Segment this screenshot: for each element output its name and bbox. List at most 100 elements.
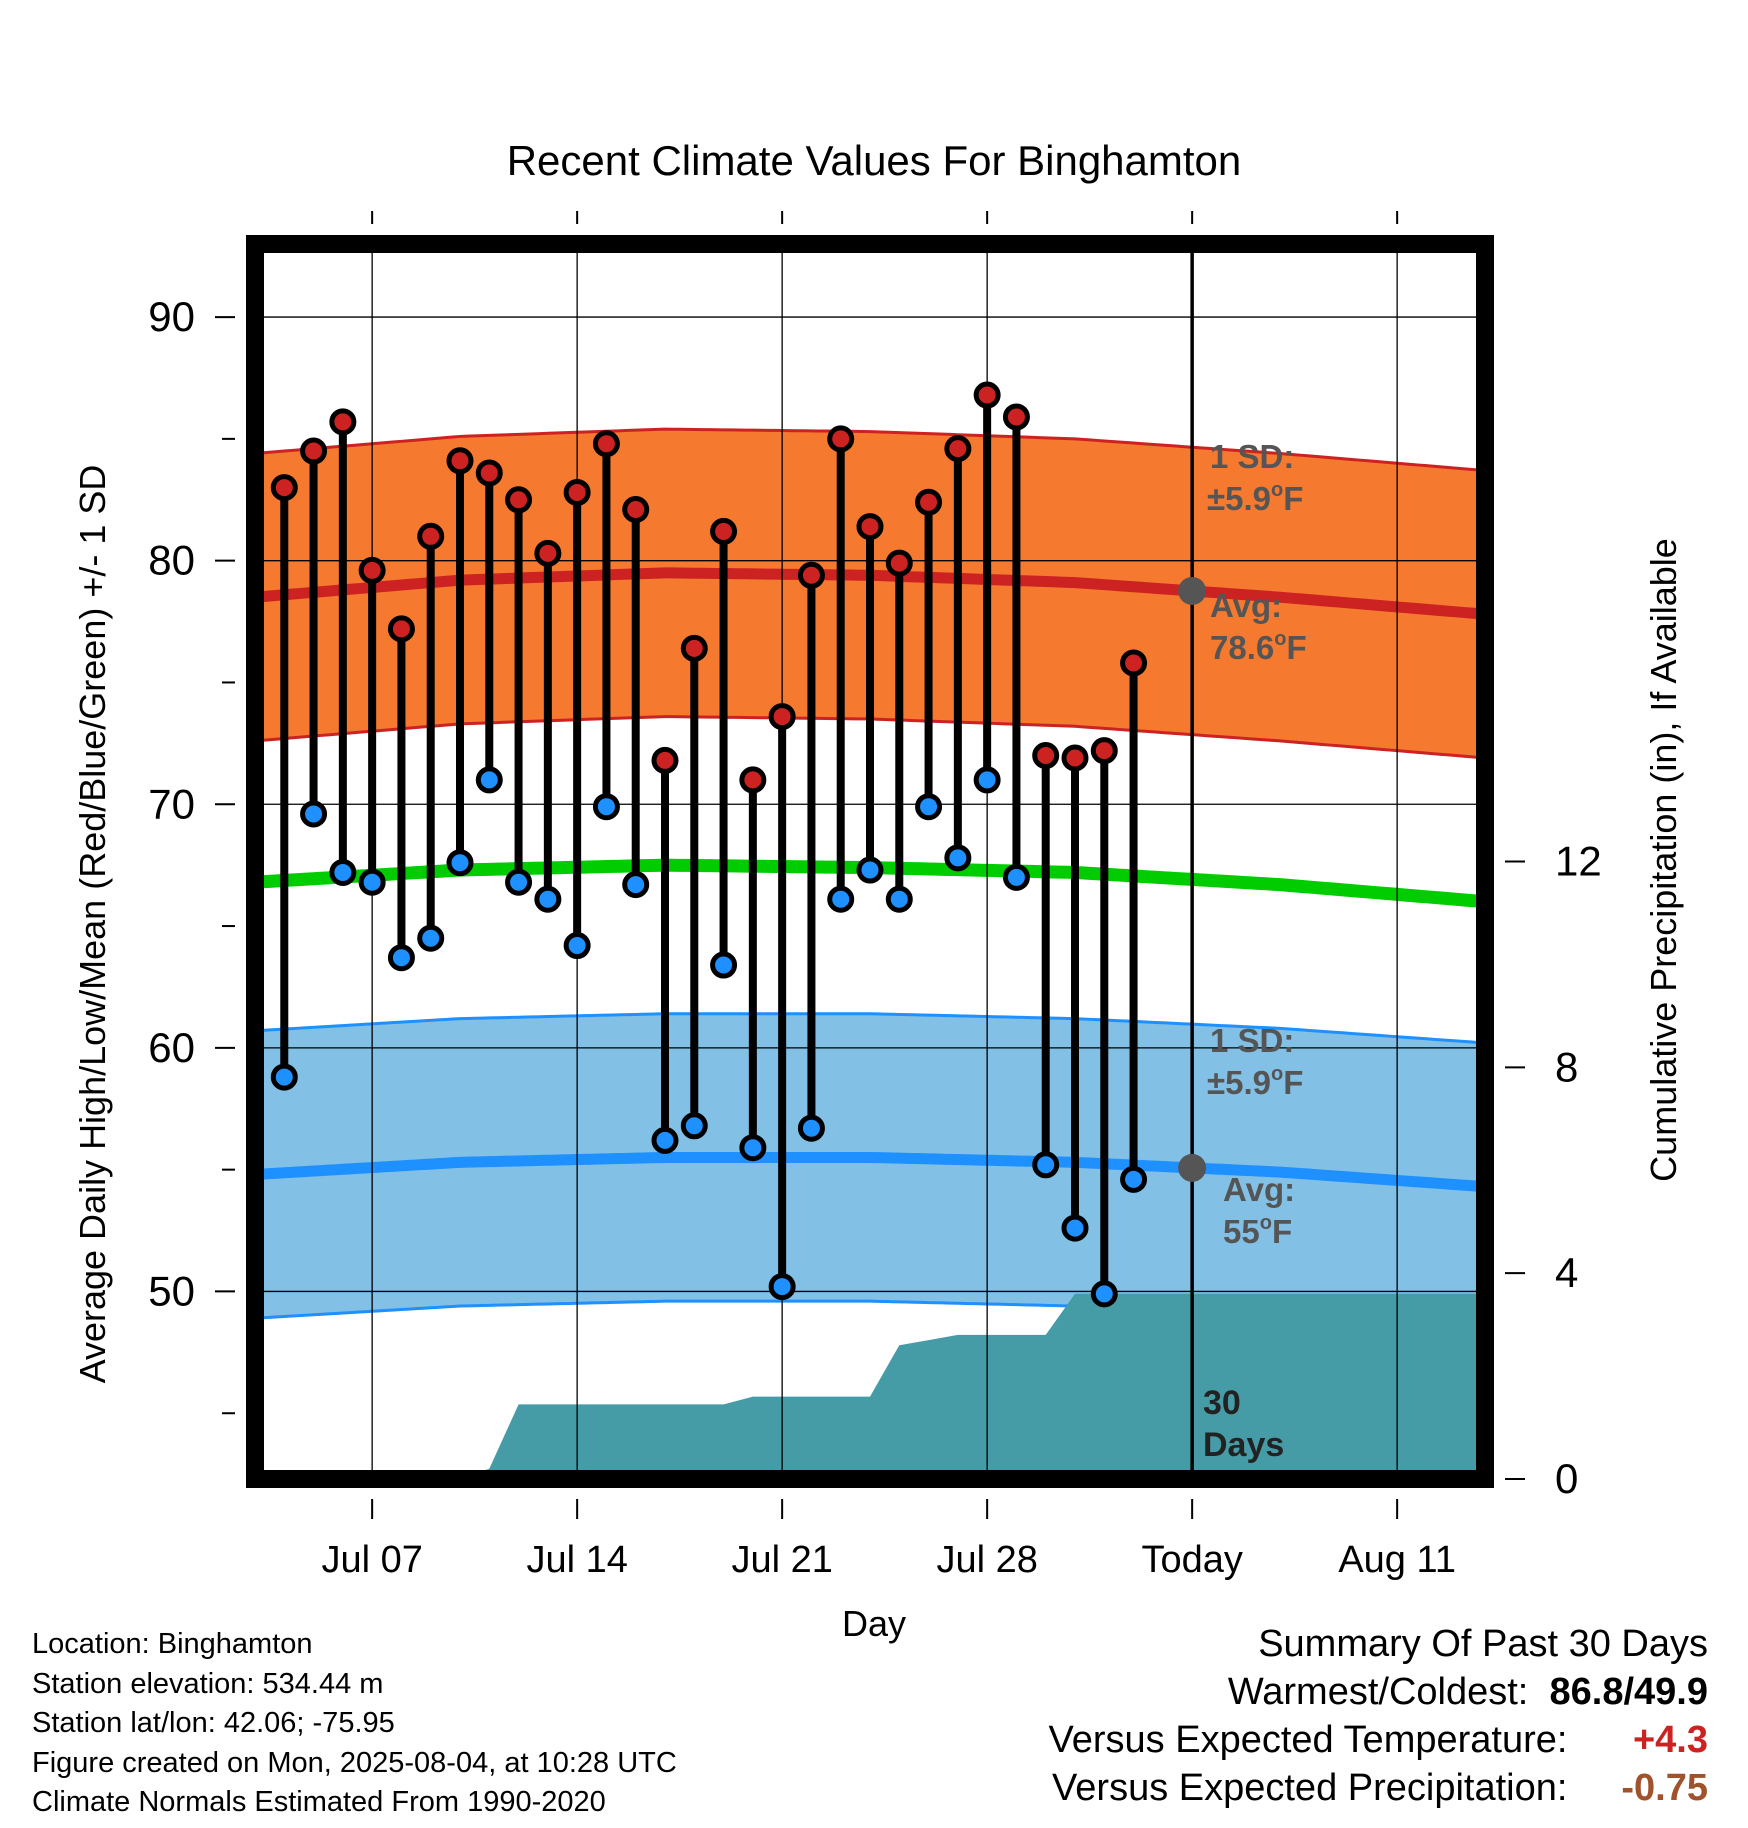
- low-point: [270, 1063, 298, 1091]
- y-tick-label: 70: [148, 780, 195, 827]
- high-point: [1120, 649, 1148, 677]
- station-info: Location: Binghamton Station elevation: …: [32, 1625, 677, 1823]
- high-point: [651, 746, 679, 774]
- warm-cold-separator: /: [1623, 1671, 1635, 1713]
- plot-frame: [246, 235, 1494, 1488]
- high-point: [739, 766, 767, 794]
- y2-tick-label: 12: [1555, 838, 1602, 885]
- y-axis-label: Average Daily High/Low/Mean (Red/Blue/Gr…: [72, 465, 113, 1384]
- avg-low-line: [254, 1151, 1486, 1193]
- warm-cold-label: Warmest/Coldest:: [1227, 1671, 1529, 1713]
- x-tick-label: Aug 11: [1338, 1539, 1456, 1581]
- precip-departure-value: -0.75: [1621, 1767, 1708, 1809]
- low-point: [1090, 1280, 1118, 1308]
- high-point: [797, 561, 825, 589]
- high-point: [856, 513, 884, 541]
- summary-title: Summary Of Past 30 Days: [1258, 1623, 1708, 1665]
- low-point: [505, 868, 533, 896]
- summary-temp: Versus Expected Temperature: +4.3: [1049, 1716, 1708, 1764]
- low-point: [1002, 863, 1030, 891]
- period-label-line1: 30: [1203, 1384, 1241, 1422]
- precip-label: Versus Expected Precipitation:: [1052, 1767, 1568, 1809]
- x-tick-label: Jul 14: [526, 1539, 627, 1581]
- high-point: [1032, 742, 1060, 770]
- low-point: [563, 932, 591, 960]
- precipitation-area: [255, 1293, 1485, 1479]
- high-point: [505, 486, 533, 514]
- y-tick-label: 50: [148, 1267, 195, 1314]
- coldest-value: 49.9: [1634, 1671, 1708, 1713]
- low-point: [915, 793, 943, 821]
- temp-departure-value: +4.3: [1632, 1719, 1708, 1761]
- summary-panel: Summary Of Past 30 Days Warmest/Coldest:…: [1049, 1620, 1708, 1812]
- high-point: [300, 437, 328, 465]
- high-point: [563, 478, 591, 506]
- low-sd-band-upper: [254, 1012, 1486, 1045]
- high-point: [710, 517, 738, 545]
- high-point: [885, 549, 913, 577]
- annotations: 1 SD: ±5.9oF Avg: 78.6oF 1 SD: ±5.9oF Av…: [1203, 438, 1307, 1464]
- high-point: [1002, 403, 1030, 431]
- low-point: [1120, 1165, 1148, 1193]
- high-point: [387, 615, 415, 643]
- x-axis-label: Day: [842, 1603, 906, 1644]
- low-point: [622, 871, 650, 899]
- high-sd-label: 1 SD:: [1210, 438, 1294, 475]
- low-point: [739, 1134, 767, 1162]
- low-point: [856, 856, 884, 884]
- high-point: [680, 634, 708, 662]
- low-point: [827, 885, 855, 913]
- axes: 50 60 70 80 90 0 4 8 12 Jul 07 Jul 14 Jul 21 Jul 28 T…: [148, 211, 1602, 1581]
- low-point: [1032, 1151, 1060, 1179]
- daily-ranges: [280, 395, 1138, 1294]
- low-point: [885, 885, 913, 913]
- y2-axis-label: Cumulative Precipitation (in), If Availa…: [1643, 538, 1684, 1182]
- high-sd-value: ±5.9oF: [1207, 479, 1303, 517]
- low-point: [651, 1126, 679, 1154]
- high-point: [915, 488, 943, 516]
- high-point: [417, 522, 445, 550]
- y-tick-label: 80: [148, 537, 195, 584]
- low-point: [1061, 1214, 1089, 1242]
- high-point: [1061, 744, 1089, 772]
- low-point: [797, 1114, 825, 1142]
- info-location: Location: Binghamton: [32, 1628, 313, 1660]
- low-sd-value: ±5.9oF: [1207, 1063, 1303, 1101]
- low-point: [329, 858, 357, 886]
- x-tick-label: Today: [1141, 1539, 1242, 1581]
- info-latlon: Station lat/lon: 42.06; -75.95: [32, 1707, 395, 1739]
- high-point: [475, 459, 503, 487]
- low-point: [768, 1273, 796, 1301]
- high-point: [358, 556, 386, 584]
- period-label-line2: Days: [1203, 1426, 1284, 1464]
- summary-warm-cold: Warmest/Coldest: 86.8/49.9: [1049, 1668, 1708, 1716]
- high-point: [329, 408, 357, 436]
- summary-precip: Versus Expected Precipitation: -0.75: [1049, 1764, 1708, 1812]
- temp-label: Versus Expected Temperature:: [1048, 1719, 1568, 1761]
- low-sd-band: [255, 1013, 1485, 1331]
- x-tick-label: Jul 21: [731, 1539, 832, 1581]
- high-sd-band-upper: [254, 427, 1486, 473]
- low-point: [358, 868, 386, 896]
- info-normals: Climate Normals Estimated From 1990-2020: [32, 1786, 606, 1818]
- low-point: [475, 766, 503, 794]
- low-point: [417, 924, 445, 952]
- x-tick-label: Jul 28: [936, 1539, 1037, 1581]
- today-avg-low-marker: [1178, 1153, 1207, 1182]
- low-point: [446, 849, 474, 877]
- high-avg-value: 78.6oF: [1210, 628, 1307, 666]
- low-point: [387, 944, 415, 972]
- y2-tick-label: 0: [1555, 1455, 1578, 1502]
- high-point: [827, 425, 855, 453]
- high-point: [534, 539, 562, 567]
- daily-points: [270, 381, 1207, 1308]
- high-avg-label: Avg:: [1210, 587, 1282, 624]
- chart-title: Recent Climate Values For Binghamton: [507, 137, 1242, 184]
- low-point: [300, 800, 328, 828]
- y2-tick-label: 4: [1555, 1249, 1578, 1296]
- high-point: [270, 474, 298, 502]
- info-elevation: Station elevation: 534.44 m: [32, 1667, 384, 1700]
- high-point: [592, 430, 620, 458]
- high-point: [622, 496, 650, 524]
